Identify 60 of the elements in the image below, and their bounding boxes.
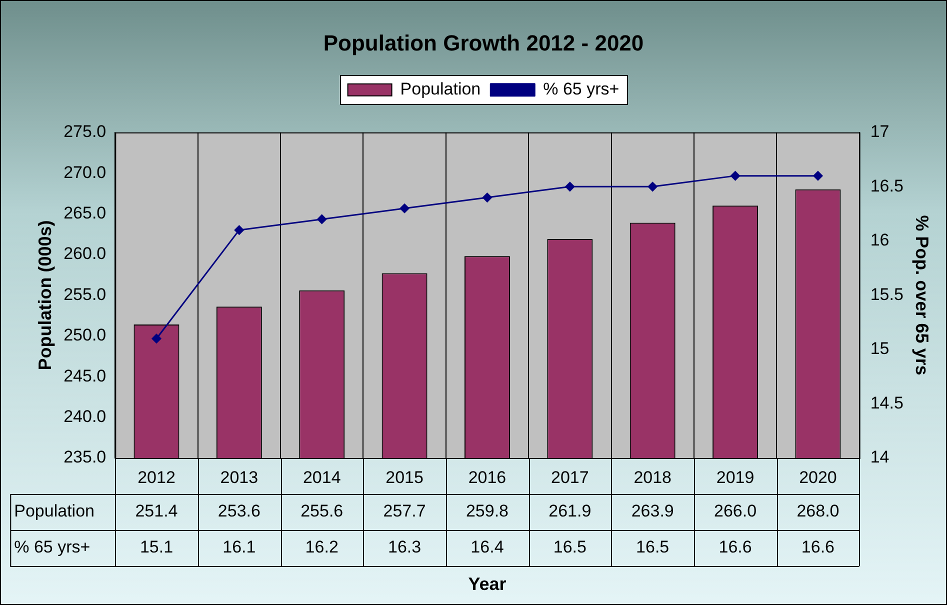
y2-axis-title: % Pop. over 65 yrs <box>912 215 932 376</box>
y2-tick-label: 14.5 <box>870 393 904 412</box>
point <box>234 225 244 235</box>
x-tick-label: 2019 <box>716 468 754 487</box>
y-tick-label: 265.0 <box>64 203 106 222</box>
data-label: 255.6 <box>300 502 344 521</box>
y-tick-label: 245.0 <box>64 366 106 386</box>
y2-tick-label: 17 <box>870 122 890 142</box>
y2-tick-label: 15 <box>870 339 890 358</box>
x-axis-title: Year <box>468 574 506 594</box>
legend-label: % 65 yrs+ <box>543 80 620 99</box>
point <box>400 204 410 214</box>
y-tick-label: 235.0 <box>64 448 106 467</box>
data-label: 257.7 <box>383 502 426 521</box>
data-label: 251.4 <box>135 502 178 521</box>
data-label: 261.9 <box>548 502 592 521</box>
y-tick-label: 255.0 <box>64 284 106 304</box>
data-label: 16.4 <box>470 538 504 557</box>
point <box>730 171 740 181</box>
x-tick-label: 2018 <box>634 468 672 487</box>
x-tick-label: 2016 <box>468 468 506 487</box>
point <box>317 214 327 224</box>
data-label: 16.1 <box>222 538 256 557</box>
point <box>648 182 658 192</box>
y-tick-label: 240.0 <box>64 406 106 426</box>
data-label: 253.6 <box>218 502 260 521</box>
y-axis-title: Population (000s) <box>34 220 55 370</box>
x-tick-label: 2015 <box>386 468 424 487</box>
y2-tick-label: 15.5 <box>870 284 904 304</box>
x-tick-label: 2013 <box>220 468 258 487</box>
point <box>565 182 575 192</box>
text: Population <box>14 502 94 521</box>
chart-title: Population Growth 2012 - 2020 <box>323 30 644 56</box>
data-label: 16.5 <box>636 538 670 557</box>
y-tick-label: 275.0 <box>64 122 106 142</box>
data-label: 16.2 <box>305 538 338 557</box>
data-label: 268.0 <box>796 502 840 521</box>
x-tick-label: 2014 <box>302 468 341 487</box>
data-label: 16.6 <box>801 538 835 557</box>
text: % 65 yrs+ <box>14 538 90 557</box>
x-tick-label: 2017 <box>551 468 589 487</box>
y2-tick-label: 14 <box>870 448 890 467</box>
x-tick-label: 2020 <box>799 468 837 487</box>
data-label: 266.0 <box>714 502 757 521</box>
legend-label: Population <box>400 80 481 99</box>
y2-tick-label: 16.5 <box>870 176 904 196</box>
x-tick-label: 2012 <box>138 468 176 487</box>
data-label: 263.9 <box>631 502 674 521</box>
data-label: 16.3 <box>388 538 422 557</box>
point <box>482 192 492 202</box>
data-label: 259.8 <box>466 502 508 521</box>
data-label: 15.1 <box>140 538 174 557</box>
y-tick-label: 270.0 <box>64 162 106 182</box>
data-label: 16.5 <box>553 538 586 557</box>
y-tick-label: 250.0 <box>64 326 106 345</box>
point <box>152 334 162 344</box>
y-tick-label: 260.0 <box>64 244 106 264</box>
point <box>813 171 823 181</box>
y2-tick-label: 16 <box>870 230 890 250</box>
data-label: 16.6 <box>718 538 752 557</box>
